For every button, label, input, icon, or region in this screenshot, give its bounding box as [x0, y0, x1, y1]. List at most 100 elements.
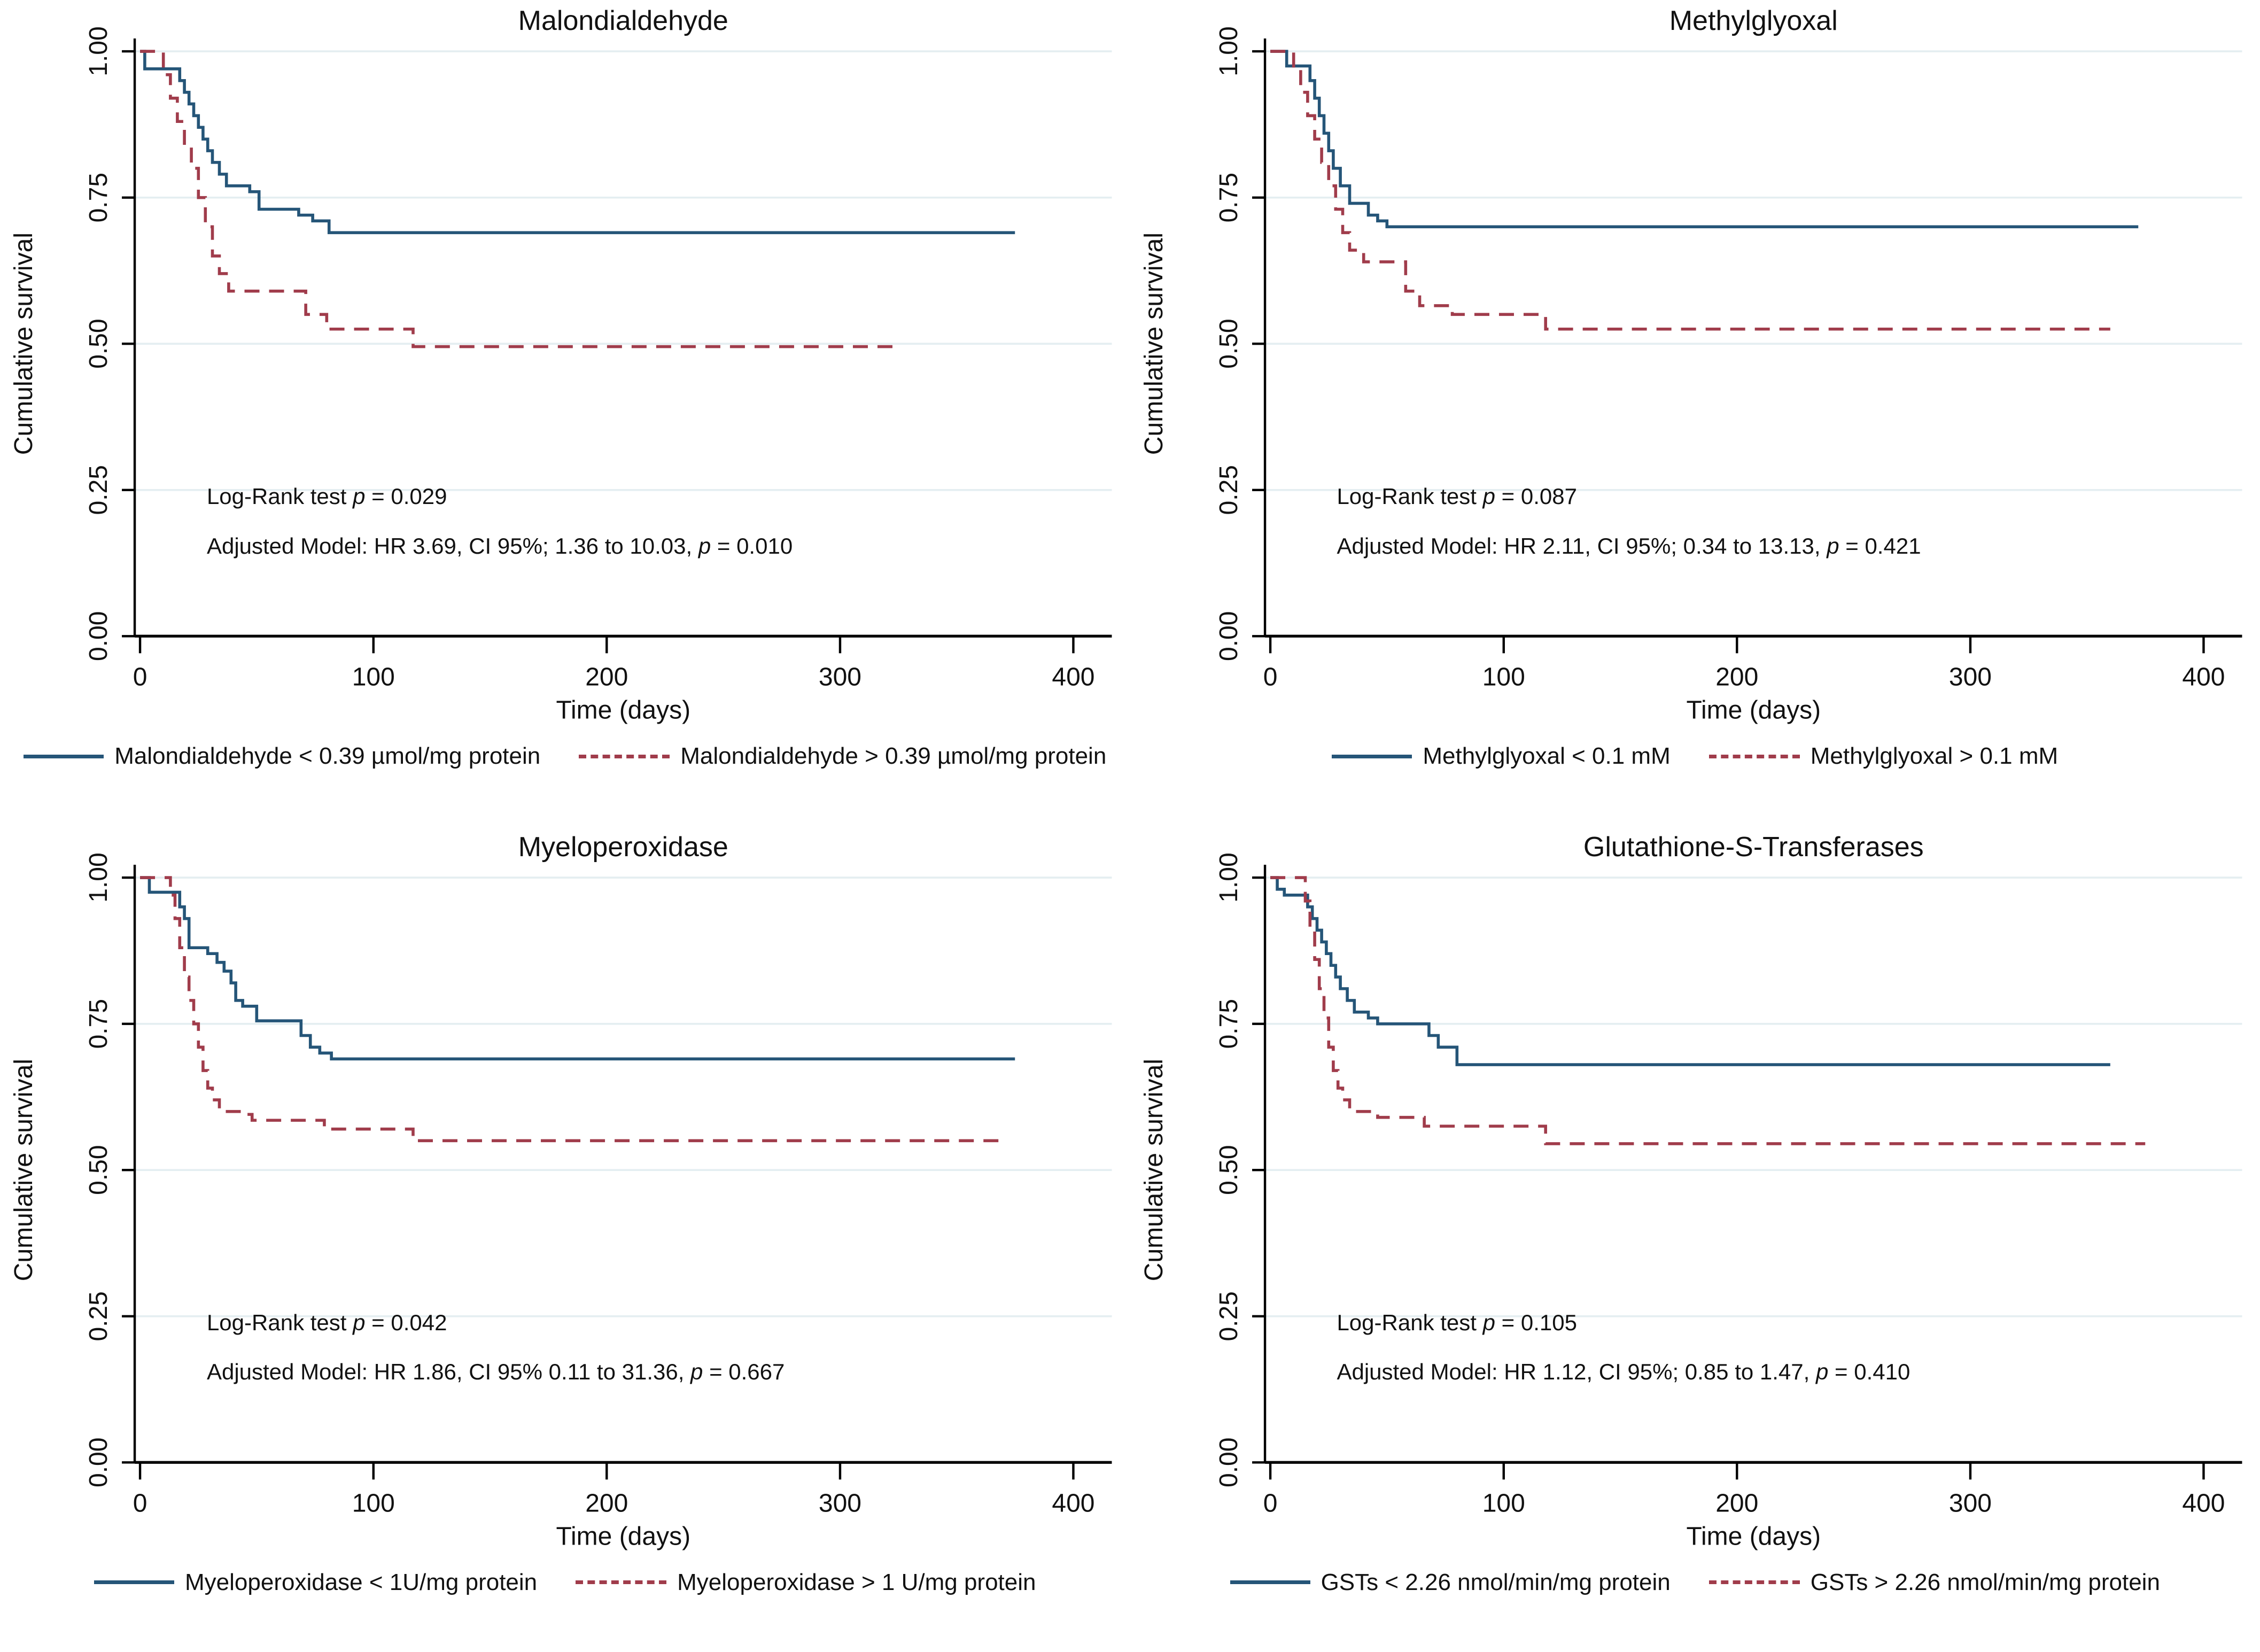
y-tick-label: 0.50	[84, 1145, 113, 1195]
logrank-post: = 0.029	[365, 484, 447, 509]
legend-label: Methylglyoxal > 0.1 mM	[1810, 743, 2059, 770]
model-pre: Adjusted Model: HR 2.11, CI 95%; 0.34 to…	[1337, 533, 1827, 559]
x-tick-label: 100	[352, 1489, 395, 1517]
logrank-post: = 0.042	[365, 1309, 447, 1335]
p-symbol: p	[1815, 1359, 1829, 1385]
x-tick-label: 400	[2182, 663, 2225, 691]
x-tick-label: 300	[819, 1489, 861, 1517]
x-tick-label: 0	[133, 663, 147, 691]
adjusted-model-text: Adjusted Model: HR 1.86, CI 95% 0.11 to …	[207, 1359, 785, 1385]
stats-annotation: Log-Rank test p = 0.042 Adjusted Model: …	[207, 1310, 785, 1385]
model-post: = 0.010	[711, 533, 793, 559]
adjusted-model-text: Adjusted Model: HR 3.69, CI 95%; 1.36 to…	[207, 533, 793, 559]
legend-label: Methylglyoxal < 0.1 mM	[1423, 743, 1671, 770]
legend-item-below-cutoff: Myeloperoxidase < 1U/mg protein	[94, 1569, 537, 1596]
x-axis-title: Time (days)	[1686, 1522, 1821, 1550]
y-tick-label: 0.75	[1215, 173, 1243, 222]
x-tick-label: 300	[819, 663, 861, 691]
legend-item-above-cutoff: GSTs > 2.26 nmol/min/mg protein	[1708, 1569, 2160, 1596]
logrank-post: = 0.105	[1495, 1309, 1577, 1335]
chart-area-myeloperoxidase: 0.00 0.25 0.50 0.75 1.00 0 100 200 300 400 Myelope…	[0, 826, 1130, 1564]
panel-title: Malondialdehyde	[518, 5, 728, 36]
survival-plot-glutathione-s-transferases: 0.00 0.25 0.50 0.75 1.00 0 100 200 300 400 Glutath…	[1140, 832, 2242, 1550]
legend: Methylglyoxal < 0.1 mM Methylglyoxal > 0…	[1130, 743, 2260, 770]
panel-title: Glutathione-S-Transferases	[1583, 832, 1923, 863]
stats-annotation: Log-Rank test p = 0.105 Adjusted Model: …	[1337, 1310, 1910, 1385]
adjusted-model-text: Adjusted Model: HR 1.12, CI 95%; 0.85 to…	[1337, 1359, 1910, 1385]
panel-title: Methylglyoxal	[1669, 5, 1837, 36]
y-tick-label: 1.00	[1215, 26, 1243, 76]
y-axis-title: Cumulative survival	[10, 1059, 38, 1281]
legend: Malondialdehyde < 0.39 µmol/mg protein M…	[0, 743, 1130, 770]
logrank-pre: Log-Rank test	[1337, 484, 1483, 509]
legend-label: Myeloperoxidase > 1 U/mg protein	[677, 1569, 1036, 1595]
solid-line-swatch	[1332, 754, 1412, 758]
logrank-pre: Log-Rank test	[1337, 1309, 1483, 1335]
y-tick-label: 0.25	[84, 1291, 113, 1341]
legend-item-below-cutoff: Malondialdehyde < 0.39 µmol/mg protein	[24, 743, 540, 770]
y-tick-label: 0.50	[1215, 319, 1243, 368]
x-tick-label: 400	[1052, 663, 1094, 691]
dashed-line-swatch	[579, 754, 670, 758]
legend-item-above-cutoff: Methylglyoxal > 0.1 mM	[1708, 743, 2059, 770]
km-curve-above-cutoff	[1270, 50, 2110, 331]
p-symbol: p	[1482, 484, 1495, 509]
dashed-line-swatch	[1708, 1580, 1800, 1585]
p-symbol: p	[1482, 1309, 1495, 1335]
x-tick-label: 200	[1715, 1489, 1758, 1517]
panel-malondialdehyde: 0.00 0.25 0.50 0.75 1.00 0 100 200 300 400 Malondi…	[0, 0, 1130, 826]
model-post: = 0.667	[703, 1359, 785, 1385]
survival-plot-malondialdehyde: 0.00 0.25 0.50 0.75 1.00 0 100 200 300 400 Malondi…	[10, 5, 1112, 724]
x-tick-label: 200	[585, 1489, 628, 1517]
km-curve-below-cutoff	[1270, 50, 2138, 229]
y-tick-label: 0.25	[1215, 1291, 1243, 1341]
legend-label: Malondialdehyde < 0.39 µmol/mg protein	[114, 743, 541, 770]
x-tick-label: 200	[585, 663, 628, 691]
chart-area-glutathione-s-transferases: 0.00 0.25 0.50 0.75 1.00 0 100 200 300 400 Glutath…	[1130, 826, 2260, 1564]
survival-plot-methylglyoxal: 0.00 0.25 0.50 0.75 1.00 0 100 200 300 400 Methylg…	[1140, 5, 2242, 724]
logrank-pre: Log-Rank test	[206, 1309, 353, 1335]
dashed-line-swatch	[576, 1580, 667, 1585]
km-curve-below-cutoff	[140, 875, 1015, 1060]
panel-title: Myeloperoxidase	[518, 832, 728, 863]
y-axis-title: Cumulative survival	[1140, 232, 1168, 455]
legend-label: Myeloperoxidase < 1U/mg protein	[185, 1569, 538, 1595]
y-tick-label: 0.25	[1215, 465, 1243, 515]
p-symbol: p	[353, 1309, 366, 1335]
y-tick-label: 0.75	[84, 173, 113, 222]
panel-methylglyoxal: 0.00 0.25 0.50 0.75 1.00 0 100 200 300 400 Methylg…	[1130, 0, 2260, 826]
x-tick-label: 400	[2182, 1489, 2225, 1517]
km-curve-above-cutoff	[140, 50, 898, 348]
solid-line-swatch	[24, 754, 104, 758]
x-tick-label: 300	[1948, 663, 1991, 691]
legend-label: GSTs > 2.26 nmol/min/mg protein	[1810, 1569, 2160, 1595]
stats-annotation: Log-Rank test p = 0.087 Adjusted Model: …	[1337, 484, 1921, 559]
x-tick-label: 400	[1052, 1489, 1094, 1517]
p-symbol: p	[698, 533, 711, 559]
adjusted-model-text: Adjusted Model: HR 2.11, CI 95%; 0.34 to…	[1337, 533, 1921, 559]
chart-area-methylglyoxal: 0.00 0.25 0.50 0.75 1.00 0 100 200 300 400 Methylg…	[1130, 0, 2260, 738]
x-tick-label: 0	[133, 1489, 147, 1517]
y-tick-label: 0.75	[84, 998, 113, 1048]
x-axis-title: Time (days)	[556, 696, 690, 724]
x-tick-label: 100	[1482, 663, 1525, 691]
logrank-post: = 0.087	[1495, 484, 1577, 509]
x-axis-title: Time (days)	[556, 1522, 690, 1550]
km-curve-above-cutoff	[140, 875, 999, 1142]
y-tick-label: 0.00	[84, 1437, 113, 1487]
panel-glutathione-s-transferases: 0.00 0.25 0.50 0.75 1.00 0 100 200 300 400 Glutath…	[1130, 826, 2260, 1652]
y-tick-label: 0.00	[1215, 611, 1243, 661]
x-tick-label: 300	[1948, 1489, 1991, 1517]
model-pre: Adjusted Model: HR 1.86, CI 95% 0.11 to …	[206, 1359, 691, 1385]
solid-line-swatch	[94, 1580, 175, 1585]
x-axis-title: Time (days)	[1686, 696, 1821, 724]
model-post: = 0.421	[1839, 533, 1921, 559]
legend: GSTs < 2.26 nmol/min/mg protein GSTs > 2…	[1130, 1569, 2260, 1596]
y-axis-title: Cumulative survival	[1140, 1059, 1168, 1281]
y-tick-label: 1.00	[1215, 852, 1243, 902]
y-tick-label: 0.00	[1215, 1437, 1243, 1487]
km-curve-below-cutoff	[140, 50, 1015, 235]
logrank-text: Log-Rank test p = 0.105	[1337, 1310, 1910, 1336]
y-tick-label: 0.00	[84, 611, 113, 661]
